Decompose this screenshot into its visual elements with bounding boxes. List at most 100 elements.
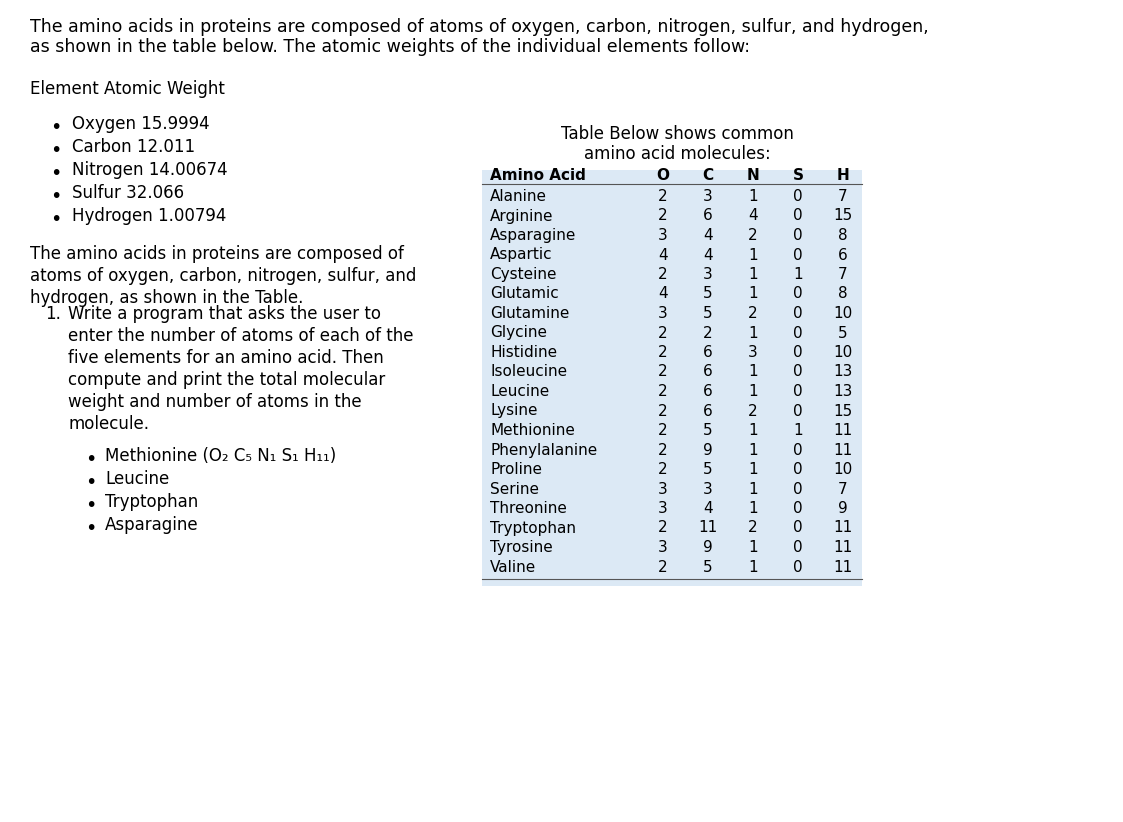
Text: •: • [85, 519, 97, 538]
Text: 4: 4 [703, 247, 713, 262]
Text: 5: 5 [703, 287, 713, 302]
Text: 2: 2 [658, 404, 668, 418]
Text: C: C [703, 168, 713, 183]
Text: enter the number of atoms of each of the: enter the number of atoms of each of the [69, 327, 413, 345]
Text: 2: 2 [748, 520, 758, 535]
Text: The amino acids in proteins are composed of: The amino acids in proteins are composed… [30, 245, 404, 263]
Text: Threonine: Threonine [490, 501, 567, 516]
Text: 6: 6 [703, 364, 713, 380]
Text: as shown in the table below. The atomic weights of the individual elements follo: as shown in the table below. The atomic … [30, 38, 750, 56]
Text: Lysine: Lysine [490, 404, 538, 418]
Text: 2: 2 [658, 326, 668, 340]
Text: 8: 8 [838, 287, 848, 302]
Text: 3: 3 [703, 482, 713, 496]
Text: 5: 5 [703, 462, 713, 477]
Text: •: • [51, 164, 62, 183]
Text: 2: 2 [658, 345, 668, 360]
Text: 5: 5 [703, 306, 713, 321]
Text: Glycine: Glycine [490, 326, 547, 340]
Text: 9: 9 [838, 501, 848, 516]
Text: H: H [837, 168, 849, 183]
Text: Proline: Proline [490, 462, 542, 477]
Text: 1: 1 [748, 423, 758, 438]
Text: 1: 1 [748, 462, 758, 477]
Text: 1: 1 [748, 267, 758, 282]
Text: 2: 2 [748, 404, 758, 418]
Text: 4: 4 [658, 247, 668, 262]
Text: weight and number of atoms in the: weight and number of atoms in the [69, 393, 362, 411]
Text: 6: 6 [703, 345, 713, 360]
Text: Arginine: Arginine [490, 209, 554, 224]
Text: Table Below shows common: Table Below shows common [562, 125, 794, 143]
Text: 1.: 1. [45, 305, 61, 323]
Text: 0: 0 [793, 462, 803, 477]
Text: 11: 11 [833, 520, 852, 535]
Text: •: • [51, 210, 62, 229]
Text: Isoleucine: Isoleucine [490, 364, 567, 380]
Text: 0: 0 [793, 228, 803, 243]
Text: 11: 11 [833, 423, 852, 438]
Text: 1: 1 [748, 501, 758, 516]
Text: 2: 2 [658, 520, 668, 535]
Text: amino acid molecules:: amino acid molecules: [584, 145, 770, 163]
Text: Leucine: Leucine [104, 470, 170, 488]
Text: N: N [747, 168, 759, 183]
Text: 0: 0 [793, 326, 803, 340]
Text: 10: 10 [833, 462, 852, 477]
Text: hydrogen, as shown in the Table.: hydrogen, as shown in the Table. [30, 289, 303, 307]
Text: 3: 3 [703, 189, 713, 204]
Text: compute and print the total molecular: compute and print the total molecular [69, 371, 385, 389]
Text: 11: 11 [699, 520, 718, 535]
Text: 2: 2 [658, 560, 668, 575]
Text: Asparagine: Asparagine [490, 228, 576, 243]
Text: 7: 7 [838, 189, 848, 204]
Text: 0: 0 [793, 189, 803, 204]
Text: 3: 3 [658, 501, 668, 516]
Text: 1: 1 [748, 364, 758, 380]
Text: Histidine: Histidine [490, 345, 557, 360]
Text: 15: 15 [833, 209, 852, 224]
Text: Element Atomic Weight: Element Atomic Weight [30, 80, 225, 98]
Text: 2: 2 [658, 423, 668, 438]
Text: Asparagine: Asparagine [104, 516, 199, 534]
Text: Cysteine: Cysteine [490, 267, 557, 282]
Text: 0: 0 [793, 540, 803, 555]
Text: 7: 7 [838, 267, 848, 282]
Text: 10: 10 [833, 306, 852, 321]
Text: Hydrogen 1.00794: Hydrogen 1.00794 [72, 207, 227, 225]
Text: 2: 2 [658, 364, 668, 380]
Text: Glutamine: Glutamine [490, 306, 569, 321]
Text: 0: 0 [793, 345, 803, 360]
Text: 11: 11 [833, 540, 852, 555]
Text: 2: 2 [748, 306, 758, 321]
Text: 1: 1 [748, 247, 758, 262]
Text: 6: 6 [838, 247, 848, 262]
Text: S: S [793, 168, 803, 183]
Text: 1: 1 [793, 423, 803, 438]
Text: Phenylalanine: Phenylalanine [490, 442, 597, 458]
Text: five elements for an amino acid. Then: five elements for an amino acid. Then [69, 349, 384, 367]
Text: 1: 1 [748, 326, 758, 340]
Text: 1: 1 [793, 267, 803, 282]
Text: 0: 0 [793, 306, 803, 321]
Text: 3: 3 [658, 228, 668, 243]
Text: 1: 1 [748, 560, 758, 575]
Text: 4: 4 [703, 501, 713, 516]
Text: 10: 10 [833, 345, 852, 360]
Text: 9: 9 [703, 442, 713, 458]
Text: Oxygen 15.9994: Oxygen 15.9994 [72, 115, 210, 133]
Text: •: • [51, 118, 62, 137]
Text: Carbon 12.011: Carbon 12.011 [72, 138, 195, 156]
Text: 2: 2 [658, 209, 668, 224]
Text: 2: 2 [658, 384, 668, 399]
Text: Glutamic: Glutamic [490, 287, 559, 302]
Text: 7: 7 [838, 482, 848, 496]
Text: 0: 0 [793, 384, 803, 399]
Text: 6: 6 [703, 384, 713, 399]
Text: O: O [657, 168, 669, 183]
Text: Tryptophan: Tryptophan [104, 493, 199, 511]
Text: 1: 1 [748, 540, 758, 555]
Text: 0: 0 [793, 520, 803, 535]
Text: 0: 0 [793, 287, 803, 302]
Text: 5: 5 [838, 326, 848, 340]
